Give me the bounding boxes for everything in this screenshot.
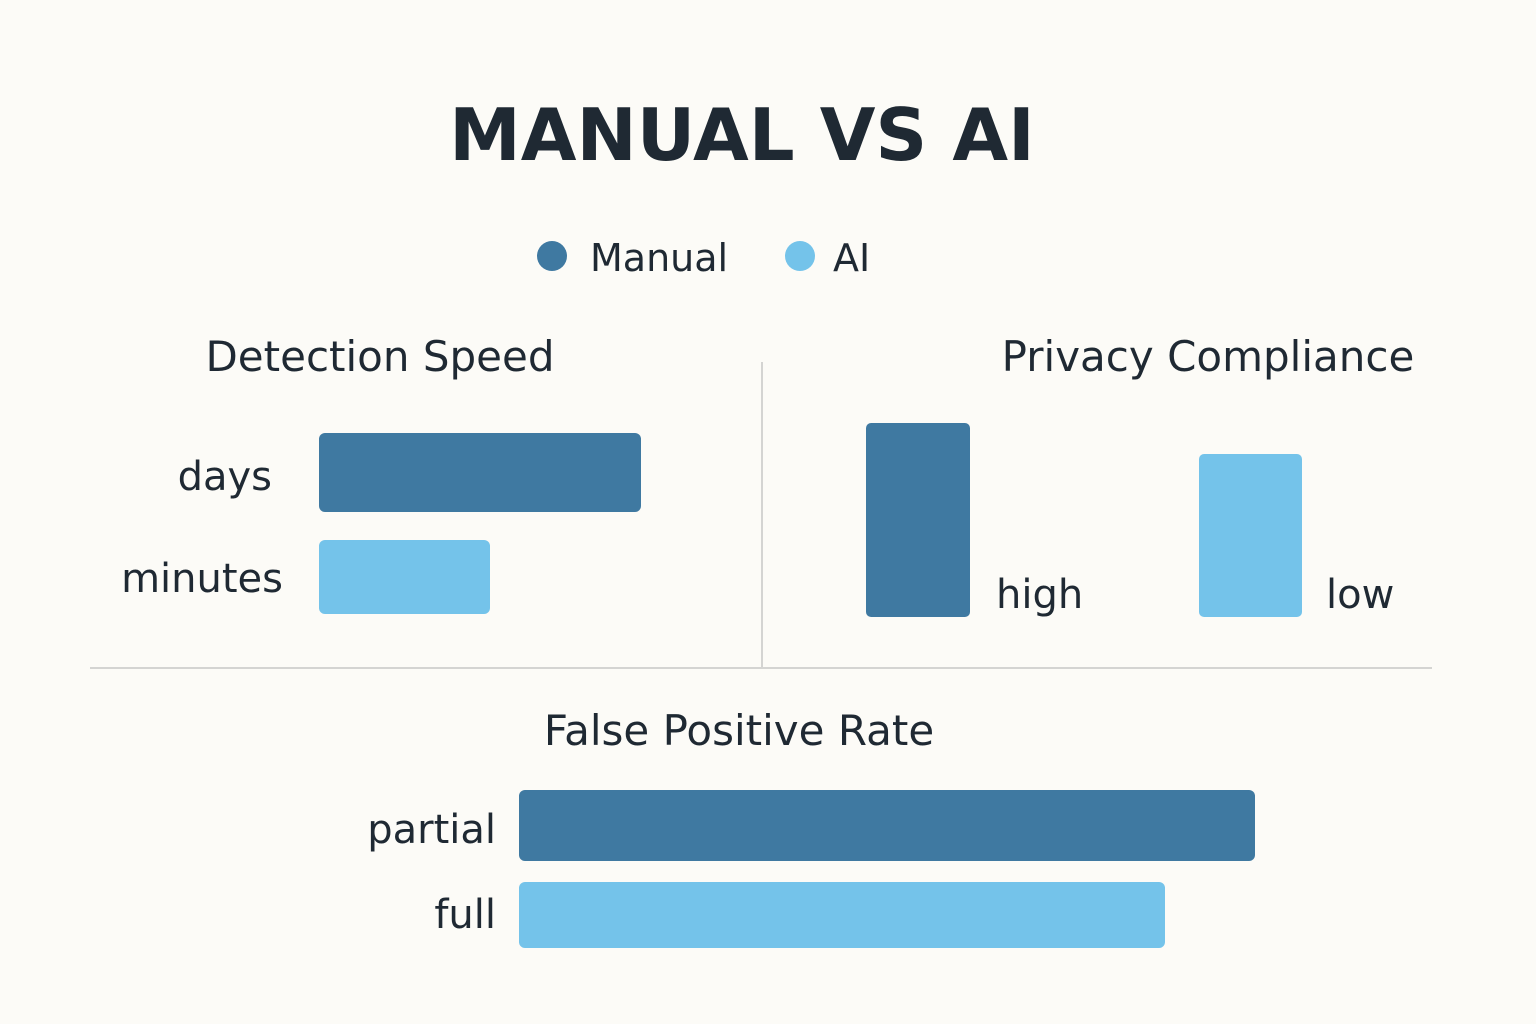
bar-privacy-compliance-ai [1199,454,1302,617]
label-detection-speed-manual: days [178,454,272,500]
label-detection-speed-ai: minutes [121,556,283,602]
panel-privacy-compliance: Privacy Compliance high low [866,332,1414,618]
legend-marker-manual [537,241,567,271]
legend-label-manual: Manual [590,236,728,280]
legend: Manual AI [537,236,870,280]
legend-label-ai: AI [833,236,870,280]
panel-title-detection-speed: Detection Speed [205,332,554,381]
bar-privacy-compliance-manual [866,423,970,617]
label-privacy-compliance-manual: high [996,572,1083,618]
panel-title-false-positive-rate: False Positive Rate [544,706,934,755]
panel-title-privacy-compliance: Privacy Compliance [1002,332,1415,381]
label-false-positive-rate-ai: full [434,892,496,938]
bar-false-positive-rate-ai [519,882,1165,948]
panel-false-positive-rate: False Positive Rate partial full [367,706,1255,948]
panel-detection-speed: Detection Speed days minutes [121,332,641,614]
label-false-positive-rate-manual: partial [367,807,496,853]
bar-detection-speed-ai [319,540,490,614]
bar-detection-speed-manual [319,433,641,512]
bar-false-positive-rate-manual [519,790,1255,861]
chart-title: MANUAL VS AI [449,93,1035,177]
legend-marker-ai [785,241,815,271]
label-privacy-compliance-ai: low [1326,572,1394,618]
